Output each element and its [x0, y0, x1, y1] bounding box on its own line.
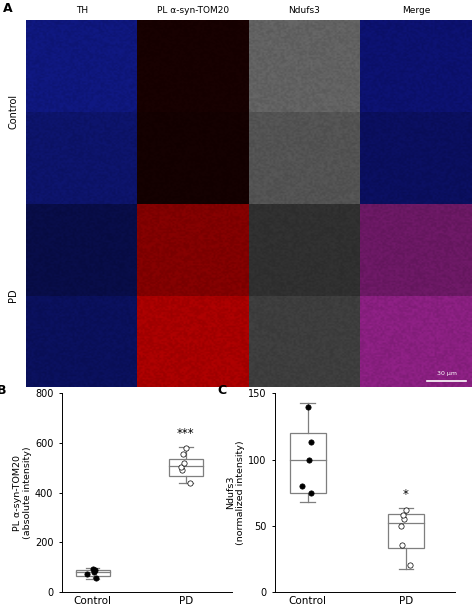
Text: Merge: Merge — [402, 6, 430, 15]
Text: C: C — [217, 384, 227, 396]
Bar — [290, 433, 326, 493]
Bar — [75, 570, 109, 576]
Text: B: B — [0, 384, 6, 396]
Text: ***: *** — [177, 426, 194, 440]
Y-axis label: PL α-syn-TOM20
(absolute intensity): PL α-syn-TOM20 (absolute intensity) — [13, 447, 32, 539]
Text: *: * — [403, 487, 409, 500]
Y-axis label: Ndufs3
(normalized intensity): Ndufs3 (normalized intensity) — [226, 440, 246, 545]
Text: Ndufs3: Ndufs3 — [289, 6, 320, 15]
Text: PL α-syn-TOM20: PL α-syn-TOM20 — [157, 6, 229, 15]
Text: Control: Control — [9, 95, 18, 129]
Bar — [388, 514, 424, 548]
Text: 30 μm: 30 μm — [437, 371, 456, 376]
Text: TH: TH — [76, 6, 88, 15]
Text: A: A — [3, 2, 12, 15]
Bar — [169, 459, 203, 476]
Text: PD: PD — [9, 289, 18, 303]
